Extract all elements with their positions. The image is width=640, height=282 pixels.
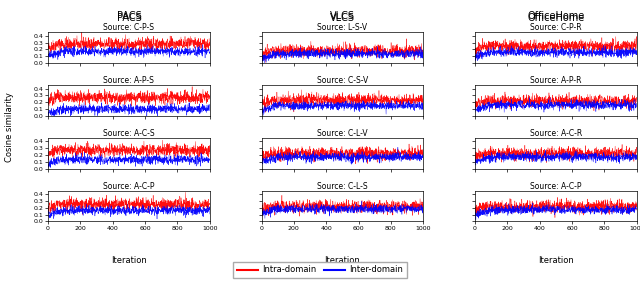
Text: VLCS: VLCS bbox=[330, 13, 355, 23]
Title: Source: A-P-S: Source: A-P-S bbox=[104, 76, 154, 85]
Title: Source: L-S-V: Source: L-S-V bbox=[317, 23, 367, 32]
Title: Source: A-C-S: Source: A-C-S bbox=[103, 129, 155, 138]
Text: Cosine similarity: Cosine similarity bbox=[5, 92, 14, 162]
Text: Iteration: Iteration bbox=[538, 256, 574, 265]
Title: Source: C-P-S: Source: C-P-S bbox=[104, 23, 154, 32]
Text: PACS: PACS bbox=[116, 11, 141, 21]
Title: Source: C-L-S: Source: C-L-S bbox=[317, 182, 368, 191]
Title: Source: C-S-V: Source: C-S-V bbox=[317, 76, 368, 85]
Legend: Intra-domain, Inter-domain: Intra-domain, Inter-domain bbox=[234, 262, 406, 278]
Text: VLCS: VLCS bbox=[330, 11, 355, 21]
Text: Iteration: Iteration bbox=[324, 256, 360, 265]
Title: Source: A-C-P: Source: A-C-P bbox=[103, 182, 155, 191]
Title: Source: C-L-V: Source: C-L-V bbox=[317, 129, 368, 138]
Title: Source: A-C-P: Source: A-C-P bbox=[530, 182, 582, 191]
Text: OfficeHome: OfficeHome bbox=[527, 11, 584, 21]
Title: Source: A-P-R: Source: A-P-R bbox=[530, 76, 582, 85]
Text: PACS: PACS bbox=[116, 13, 141, 23]
Text: OfficeHome: OfficeHome bbox=[527, 13, 584, 23]
Title: Source: A-C-R: Source: A-C-R bbox=[530, 129, 582, 138]
Title: Source: C-P-R: Source: C-P-R bbox=[530, 23, 582, 32]
Text: Iteration: Iteration bbox=[111, 256, 147, 265]
